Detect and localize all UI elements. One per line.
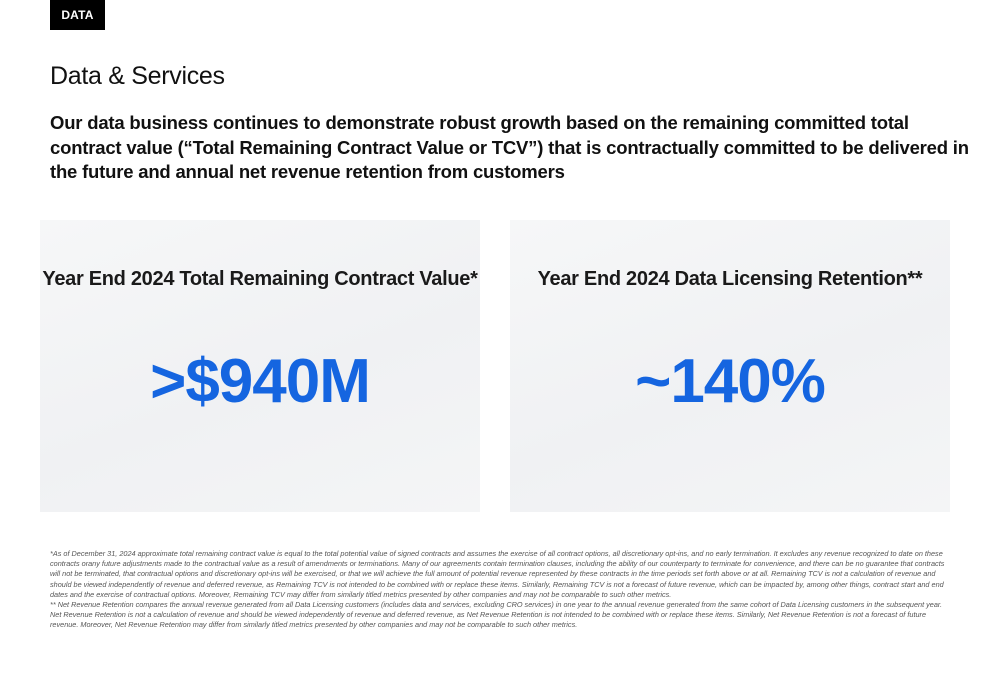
footnotes: *As of December 31, 2024 approximate tot… [50, 549, 950, 631]
footnote-retention: ** Net Revenue Retention compares the an… [50, 600, 943, 630]
page-title: Data & Services [50, 62, 225, 90]
retention-card-value: ~140% [635, 347, 826, 416]
retention-card-title: Year End 2024 Data Licensing Retention** [537, 268, 923, 290]
tcv-card-value: >$940M [150, 347, 371, 416]
retention-card: Year End 2024 Data Licensing Retention**… [510, 220, 950, 512]
tcv-card: Year End 2024 Total Remaining Contract V… [40, 220, 480, 512]
footnote-tcv: *As of December 31, 2024 approximate tot… [50, 549, 945, 599]
tcv-card-title: Year End 2024 Total Remaining Contract V… [42, 268, 478, 290]
lead-paragraph: Our data business continues to demonstra… [50, 112, 969, 182]
section-tag: DATA [50, 0, 105, 30]
